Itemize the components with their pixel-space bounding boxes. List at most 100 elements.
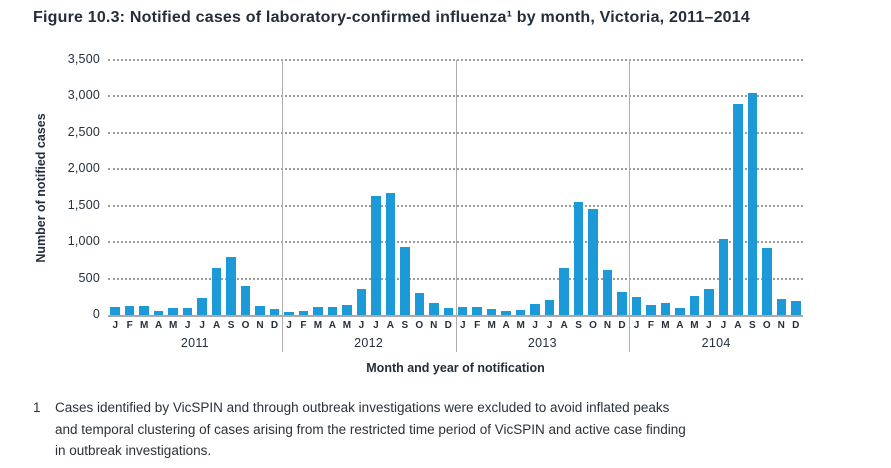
bar-2011-J5 <box>182 307 193 315</box>
month-label: J <box>546 320 553 331</box>
month-label: A <box>560 320 568 331</box>
month-label: S <box>575 320 582 331</box>
bar-2104-D11 <box>791 300 801 315</box>
bar-2012-S8 <box>400 247 410 315</box>
month-label: M <box>516 320 525 331</box>
bar-2104-J5 <box>704 288 714 315</box>
bar-2013-A7 <box>559 267 569 315</box>
month-label: N <box>603 320 612 331</box>
month-label: O <box>762 320 771 331</box>
month-label: A <box>155 320 163 331</box>
bar-2104-M4 <box>689 296 700 315</box>
y-tick-label: 1,500 <box>67 197 100 212</box>
bar-2013-M4 <box>515 309 526 315</box>
bar-2011-S8 <box>226 256 236 315</box>
y-tick-label: 3,000 <box>67 88 100 103</box>
month-label: O <box>589 320 597 331</box>
month-label: F <box>300 320 307 331</box>
bar-2011-J0 <box>110 306 120 315</box>
bar-2011-J6 <box>197 297 207 315</box>
bar-2011-O9 <box>240 285 251 315</box>
month-label: M <box>487 320 496 331</box>
month-label: M <box>140 320 149 331</box>
year-label-2012: 2012 <box>354 336 384 350</box>
year-divider <box>455 60 457 352</box>
figure-title: Figure 10.3: Notified cases of laborator… <box>33 9 750 26</box>
bar-2104-A3 <box>675 307 685 315</box>
bar-2012-F1 <box>298 311 309 315</box>
footnote-line: Cases identified by VicSPIN and through … <box>55 400 670 415</box>
bar-2012-J6 <box>371 195 381 315</box>
bar-2011-M2 <box>139 305 149 315</box>
bar-2013-J6 <box>544 300 555 315</box>
month-label: J <box>199 320 205 331</box>
month-label: J <box>373 320 379 331</box>
bar-2012-J0 <box>284 312 294 315</box>
bar-2104-N10 <box>776 298 787 315</box>
month-label: J <box>358 320 365 331</box>
y-tick-label: 2,500 <box>67 124 100 139</box>
bar-2011-N10 <box>255 305 265 315</box>
bar-2012-J5 <box>356 288 367 315</box>
month-label: M <box>661 320 670 331</box>
y-tick-label: 0 <box>92 307 100 321</box>
month-label: A <box>212 320 221 331</box>
bar-2011-A3 <box>153 310 164 315</box>
bar-2012-D11 <box>443 308 453 315</box>
bar-2012-M2 <box>313 307 323 315</box>
month-label: S <box>748 320 756 331</box>
month-label: O <box>241 320 250 331</box>
month-label: M <box>690 320 699 331</box>
month-label: D <box>792 320 800 331</box>
month-label: D <box>618 320 626 331</box>
month-label: F <box>126 320 133 331</box>
month-label: J <box>184 320 191 331</box>
month-label: D <box>444 320 452 331</box>
footnote-marker: 1 <box>33 400 41 415</box>
year-label-2104: 2104 <box>701 336 731 350</box>
y-tick-label: 500 <box>78 270 100 285</box>
bar-2013-A3 <box>501 310 511 315</box>
bar-2104-M2 <box>660 302 671 315</box>
footnote-text: Cases identified by VicSPIN and through … <box>55 397 686 462</box>
month-label: F <box>474 320 481 331</box>
bar-2013-M2 <box>486 308 497 315</box>
month-label: N <box>430 320 438 331</box>
y-tick-label: 2,000 <box>67 161 100 176</box>
bar-2013-F1 <box>472 307 482 315</box>
bar-2013-D11 <box>617 292 627 315</box>
month-label: J <box>720 320 727 331</box>
bar-2012-A3 <box>327 307 338 315</box>
month-label: J <box>633 320 640 331</box>
month-label: J <box>112 320 119 331</box>
bar-2104-J0 <box>631 296 642 315</box>
bar-2104-J6 <box>718 238 729 315</box>
x-axis-title: Month and year of notification <box>366 361 545 375</box>
bar-2012-A7 <box>385 192 396 315</box>
month-label: O <box>415 320 424 331</box>
month-label: D <box>270 320 279 331</box>
year-label-2013: 2013 <box>527 336 557 350</box>
year-divider <box>629 60 631 352</box>
month-label: A <box>734 320 742 331</box>
month-label: J <box>706 320 712 331</box>
bar-2011-M4 <box>168 308 178 315</box>
bar-2011-A7 <box>211 268 222 315</box>
year-label-2011: 2011 <box>180 336 209 350</box>
bar-2013-N10 <box>602 269 613 315</box>
bar-2012-M4 <box>342 304 352 315</box>
bar-2011-D11 <box>269 309 280 315</box>
bar-2013-J0 <box>457 306 468 315</box>
month-label: A <box>328 320 337 331</box>
month-label: M <box>168 320 178 331</box>
bar-2013-J5 <box>530 304 540 315</box>
footnote-line: and temporal clustering of cases arising… <box>55 421 686 437</box>
bar-2012-N10 <box>429 303 439 315</box>
footnote: 1 Cases identified by VicSPIN and throug… <box>33 397 878 462</box>
bar-2104-F1 <box>646 305 656 315</box>
month-label: J <box>532 320 538 331</box>
bar-2104-S8 <box>747 92 758 315</box>
y-tick-label: 3,500 <box>67 52 100 66</box>
